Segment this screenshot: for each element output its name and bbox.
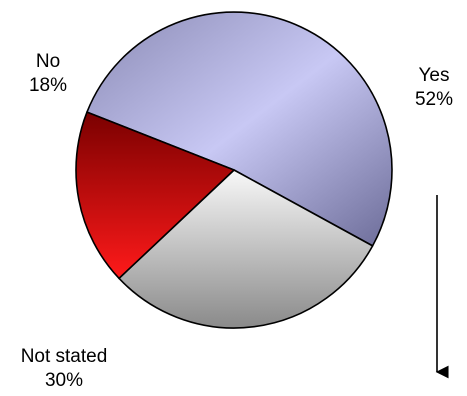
slice-label-yes: Yes 52% bbox=[404, 64, 464, 112]
slice-value-yes: 52% bbox=[414, 89, 454, 110]
slice-name-yes: Yes bbox=[418, 65, 450, 86]
slice-value-not-stated: 30% bbox=[44, 370, 84, 391]
slice-name-no: No bbox=[35, 51, 61, 72]
pie-slice-yes bbox=[86, 11, 393, 247]
pie-slice-not-stated bbox=[118, 169, 374, 329]
slice-name-not-stated: Not stated bbox=[20, 346, 108, 367]
slice-label-not-stated: Not stated 30% bbox=[4, 345, 124, 393]
slice-value-no: 18% bbox=[28, 75, 68, 96]
pie-slice-no bbox=[75, 111, 235, 280]
slice-label-no: No 18% bbox=[18, 50, 78, 98]
